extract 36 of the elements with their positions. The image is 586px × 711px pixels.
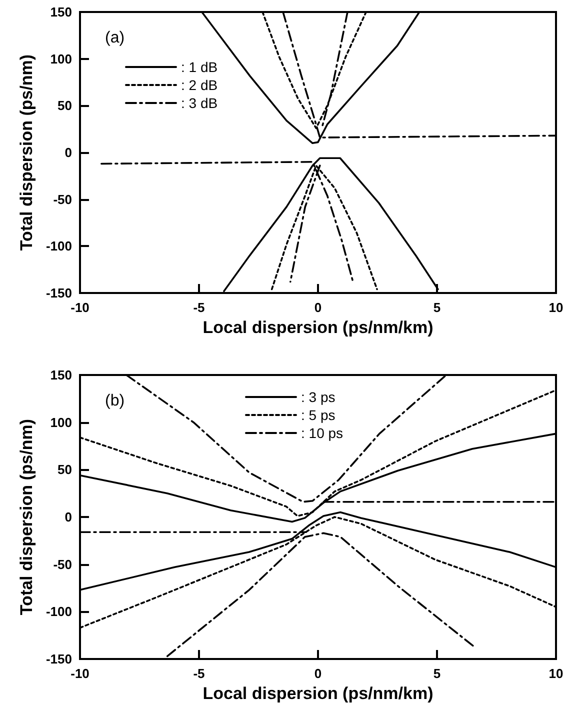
x-tick-label: -5 [193, 666, 205, 681]
y-tick-label: 0 [64, 510, 72, 524]
x-tick-label: 10 [548, 666, 564, 681]
x-tick-label: 0 [314, 666, 322, 681]
y-tick-label: -100 [46, 238, 72, 254]
x-tick-label: 5 [433, 300, 441, 315]
x-tick-label: -10 [70, 666, 90, 681]
x-tick-label: 0 [314, 300, 322, 315]
y-axis-title: Total dispersion (ps/nm) [17, 418, 36, 616]
y-tick-label: 0 [64, 145, 72, 160]
legend-label: : 1 dB [181, 59, 218, 75]
legend-label: : 3 dB [181, 95, 218, 111]
y-tick-label: -100 [46, 604, 72, 620]
annotation: (a) [105, 30, 125, 46]
y-tick-label: -50 [53, 556, 72, 572]
y-tick-label: 150 [50, 4, 72, 20]
x-tick-label: -5 [193, 300, 205, 315]
y-tick-label: 50 [58, 98, 72, 114]
x-tick-label: 10 [548, 300, 564, 315]
y-tick-label: 100 [50, 414, 72, 430]
y-tick-label: -150 [46, 652, 72, 666]
y-tick-label: 150 [50, 368, 72, 382]
x-tick-label: -10 [70, 300, 90, 315]
y-tick-label: -150 [46, 286, 72, 300]
annotation: (b) [105, 392, 125, 410]
legend-label: : 10 ps [301, 425, 344, 441]
legend-label: : 5 ps [301, 407, 336, 423]
x-axis-title: Local dispersion (ps/nm/km) [202, 684, 434, 703]
y-tick-label: -50 [53, 192, 72, 207]
y-tick-label: 50 [58, 462, 72, 478]
x-axis-title: Local dispersion (ps/nm/km) [202, 318, 434, 337]
x-tick-label: 5 [433, 666, 441, 681]
y-axis-title: Total dispersion (ps/nm) [17, 54, 36, 251]
legend-label: : 2 dB [181, 77, 218, 93]
legend-label: : 3 ps [301, 389, 336, 405]
y-tick-label: 100 [50, 51, 72, 66]
